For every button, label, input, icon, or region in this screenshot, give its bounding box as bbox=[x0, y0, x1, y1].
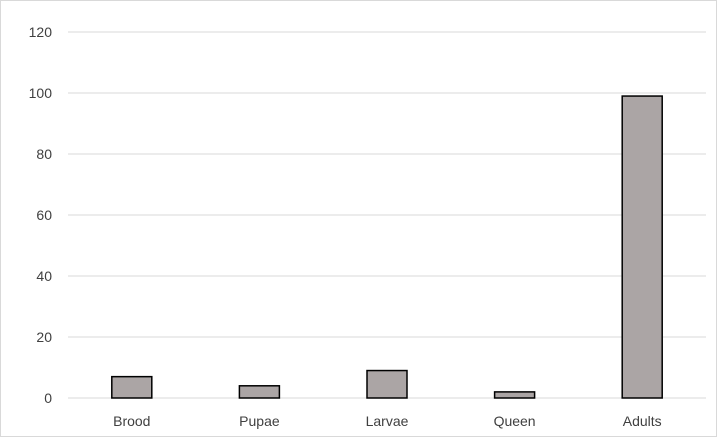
gridlines bbox=[68, 31, 706, 399]
y-tick-label: 40 bbox=[36, 268, 52, 284]
x-tick-label-queen: Queen bbox=[494, 413, 536, 429]
y-tick-label: 80 bbox=[36, 146, 52, 162]
y-tick-label: 20 bbox=[36, 329, 52, 345]
y-tick-label: 60 bbox=[36, 207, 52, 223]
bar-brood bbox=[111, 375, 153, 399]
x-tick-label-pupae: Pupae bbox=[239, 413, 280, 429]
x-tick-label-adults: Adults bbox=[623, 413, 662, 429]
bar-larvae bbox=[366, 369, 408, 399]
bar-queen bbox=[493, 391, 536, 399]
y-axis-ticks: 0 20 40 60 80 100 120 bbox=[29, 24, 53, 406]
x-axis-ticks: Brood Pupae Larvae Queen Adults bbox=[113, 413, 662, 429]
bar-pupae bbox=[238, 385, 281, 399]
bars bbox=[111, 95, 663, 399]
y-tick-label: 120 bbox=[29, 24, 53, 40]
bar-adults bbox=[621, 95, 663, 399]
x-tick-label-larvae: Larvae bbox=[366, 413, 409, 429]
y-tick-label: 0 bbox=[44, 390, 52, 406]
y-tick-label: 100 bbox=[29, 85, 53, 101]
x-tick-label-brood: Brood bbox=[113, 413, 150, 429]
